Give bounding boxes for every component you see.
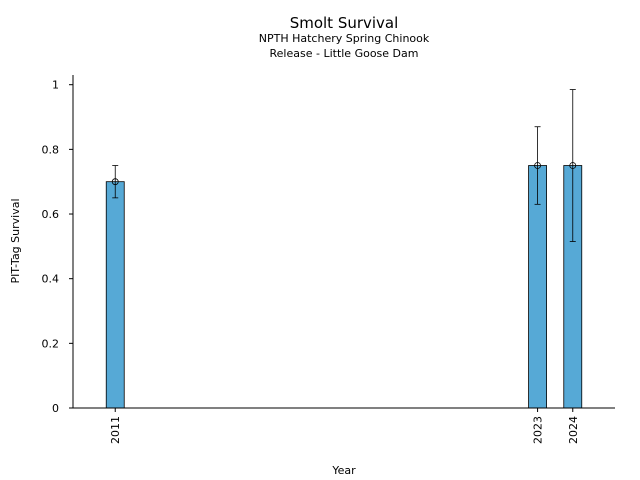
chart-title: Smolt Survival [290, 14, 399, 32]
y-tick-label-0: 0 [52, 402, 59, 415]
error-bar-series [111, 89, 577, 242]
y-tick-label-1: 1 [52, 79, 59, 92]
y-tick-label-0.2: 0.2 [42, 337, 60, 350]
x-tick-label-2023: 2023 [532, 416, 545, 444]
chart-subtitle-line-2: Release - Little Goose Dam [270, 47, 419, 60]
estimate-marker-2024 [569, 162, 577, 169]
x-tick-label-2024: 2024 [567, 416, 580, 444]
y-tick-label-0.6: 0.6 [42, 208, 60, 221]
x-axis-label: Year [331, 464, 356, 477]
y-tick-label-0.8: 0.8 [42, 143, 60, 156]
y-tick-label-0.4: 0.4 [42, 273, 60, 286]
estimate-marker-2011 [111, 178, 119, 186]
chart-subtitle-line-1: NPTH Hatchery Spring Chinook [259, 32, 430, 45]
x-tick-label-2011: 2011 [109, 416, 122, 444]
x-axis-ticks: 2011 2023 2024 [109, 408, 580, 444]
estimate-marker-2023 [534, 162, 541, 169]
y-axis-ticks: 0 0.2 0.4 0.6 0.8 1 [42, 79, 73, 415]
bar-series [105, 165, 583, 409]
y-axis-label: PIT-Tag Survival [9, 198, 22, 283]
bar-2011 [105, 181, 125, 409]
